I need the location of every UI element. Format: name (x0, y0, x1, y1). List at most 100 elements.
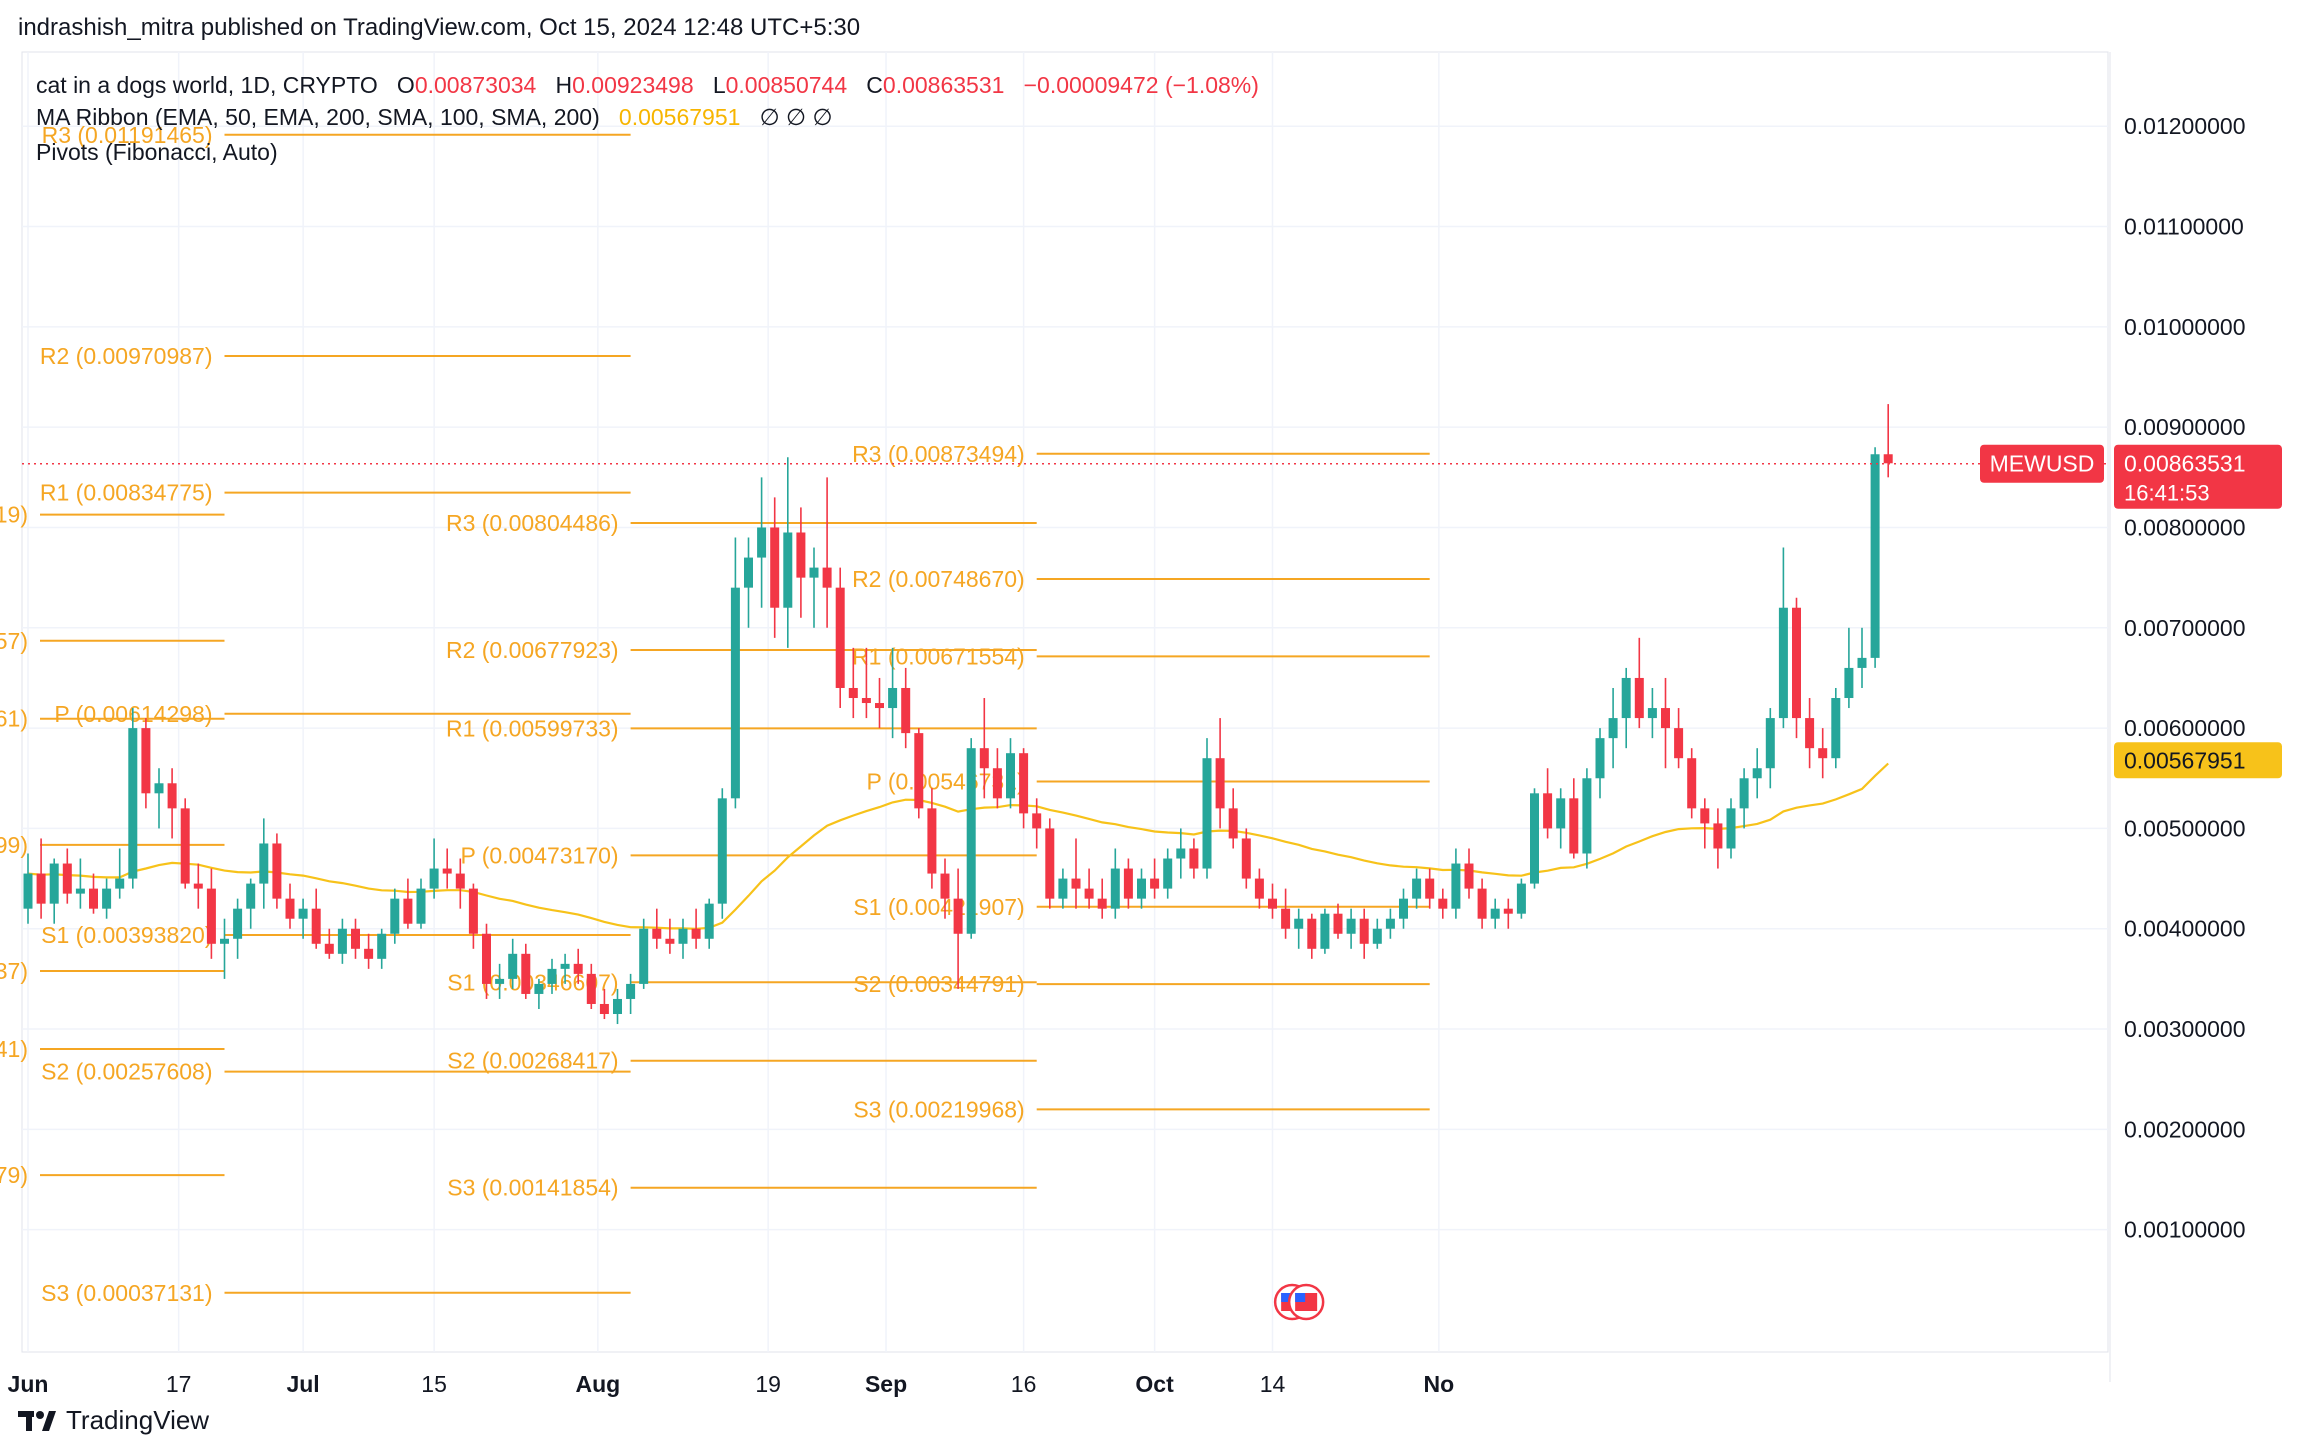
candle-body (953, 898, 963, 934)
legend-ma-row[interactable]: MA Ribbon (EMA, 50, EMA, 200, SMA, 100, … (36, 104, 833, 131)
candle-body (1765, 718, 1775, 769)
candle (75, 858, 85, 909)
candle-body (940, 873, 950, 899)
candle-body (1281, 908, 1291, 929)
legend-pivots[interactable]: Pivots (Fibonacci, Auto) (36, 139, 278, 165)
candle-body (167, 783, 177, 809)
candle (652, 908, 662, 949)
candle-body (861, 698, 871, 704)
candle (1674, 708, 1684, 769)
pivot-label: R1 (0.00834775) (40, 480, 213, 506)
candle (1058, 868, 1068, 909)
candle (1661, 677, 1670, 769)
candle-body (1359, 918, 1369, 944)
candle-body (1438, 898, 1448, 909)
candle (1359, 908, 1369, 959)
candle (390, 888, 400, 944)
candle-body (403, 898, 413, 924)
candle (586, 963, 596, 1009)
candle-body (1294, 918, 1304, 929)
x-tick-label: 15 (421, 1371, 447, 1397)
pivot-label: S3 (0.00154379) (0, 1162, 28, 1188)
y-tick-label: 0.01000000 (2124, 314, 2246, 340)
candle (1412, 868, 1422, 909)
candle (822, 477, 832, 628)
candle-body (1385, 918, 1395, 929)
candle-body (337, 928, 347, 954)
candle-body (429, 868, 439, 889)
tradingview-footer[interactable]: TradingView (18, 1405, 209, 1436)
candle-body (1372, 928, 1382, 944)
candle (1792, 597, 1801, 739)
candle-body (1595, 738, 1605, 779)
candle-body (115, 878, 125, 889)
candle (1543, 768, 1553, 839)
candle-body (364, 948, 374, 959)
candle (770, 497, 780, 638)
candle (914, 728, 924, 819)
candle (1857, 627, 1867, 688)
legend-ma-value: 0.00567951 (618, 104, 741, 130)
candle-body (901, 687, 911, 734)
pivot-label: S3 (0.00037131) (41, 1280, 212, 1306)
candle-body (23, 873, 33, 909)
candle-body (1490, 908, 1500, 919)
x-tick-label: 16 (1011, 1371, 1037, 1397)
candle-body (691, 928, 701, 939)
candle-body (324, 943, 334, 954)
candle (1032, 798, 1042, 849)
candle-body (914, 733, 924, 809)
axes: 0.01200000 0.01100000 0.01000000 0.00900000… (8, 52, 2246, 1397)
candle-body (1569, 798, 1579, 854)
candle (1268, 883, 1277, 919)
candle (1215, 718, 1225, 829)
candle (23, 853, 33, 924)
y-tick-label: 0.00900000 (2124, 414, 2246, 440)
candle-body (835, 587, 845, 688)
candle-body (1425, 878, 1435, 899)
candle (1281, 888, 1291, 939)
x-tick-label: Jul (286, 1371, 319, 1397)
candle-body (1661, 708, 1670, 729)
candle-body (154, 783, 164, 794)
candle-body (796, 532, 806, 578)
candle-body (560, 963, 570, 969)
candle-body (1844, 667, 1854, 699)
candle (1254, 868, 1264, 909)
candle-body (1045, 828, 1055, 899)
candle-body (233, 908, 243, 939)
candle-body (1477, 888, 1487, 919)
candle (246, 878, 256, 929)
candle-body (1084, 888, 1094, 899)
candle (1425, 868, 1435, 909)
candle (377, 928, 387, 969)
candle-body (1634, 677, 1644, 719)
candle-body (521, 953, 531, 994)
candle-body (1674, 728, 1684, 759)
legend-close: 0.00863531 (882, 72, 1005, 98)
candle (1294, 908, 1304, 949)
candle (1844, 627, 1854, 709)
candle-body (665, 938, 675, 944)
candle (848, 647, 858, 719)
candle-body (1464, 863, 1474, 889)
candle (1372, 918, 1382, 949)
candle-body (639, 928, 649, 984)
candle (744, 537, 753, 628)
candle-body (285, 898, 295, 919)
candle-body (36, 873, 46, 904)
ma-ribbon (27, 762, 1889, 930)
candle-body (259, 843, 269, 884)
candle-body (1556, 798, 1566, 829)
candle-body (455, 873, 465, 889)
candle-body (1150, 878, 1160, 889)
candle-body (1831, 698, 1841, 759)
pivot-label: S3 (0.00141854) (447, 1175, 618, 1201)
candle (678, 918, 688, 959)
candle-body (927, 808, 937, 874)
candle (717, 788, 727, 919)
y-tick-label: 0.00200000 (2124, 1116, 2246, 1142)
pivot-label: R2 (0.00748670) (852, 566, 1025, 592)
candle-body (1202, 758, 1212, 869)
